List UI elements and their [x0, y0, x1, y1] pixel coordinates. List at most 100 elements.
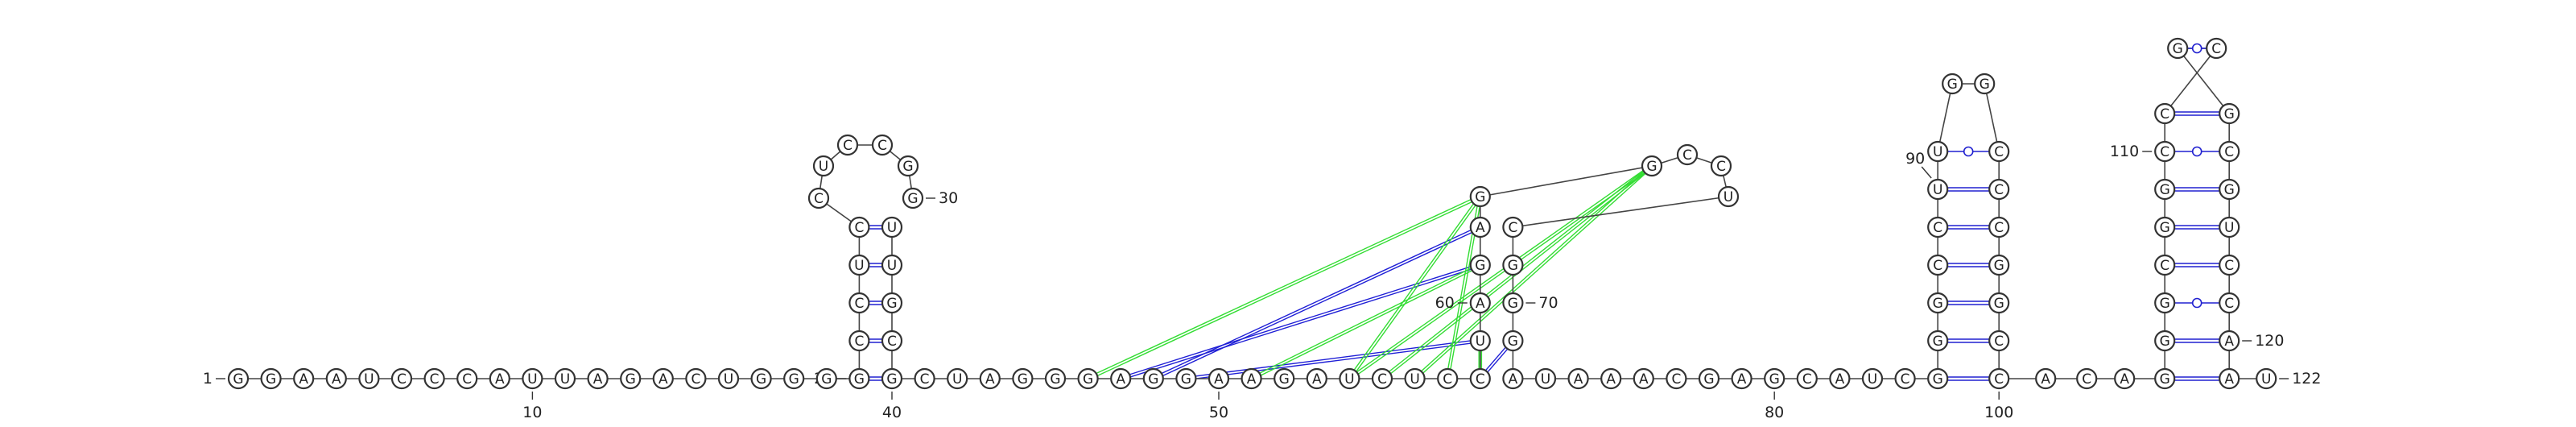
nucleotide-letter: A — [593, 371, 603, 388]
nucleotide-letter: C — [2224, 144, 2234, 160]
nucleotide: A — [1208, 367, 1230, 390]
tertiary-line — [1121, 265, 1481, 381]
nucleotide-circle — [1861, 367, 1884, 390]
nucleotide-circle — [1633, 367, 1654, 390]
tertiary-line — [1348, 164, 1652, 379]
nucleotide: C — [2206, 37, 2227, 60]
nucleotide-circle — [1502, 367, 1524, 390]
nucleotide-letter: A — [1476, 296, 1485, 312]
nucleotide-circle — [2154, 367, 2176, 390]
nucleotide: C — [1437, 367, 1459, 390]
nucleotide-circle — [2219, 367, 2240, 390]
nucleotide-circle — [2154, 178, 2176, 201]
nucleotide: A — [1829, 367, 1851, 390]
nucleotide-circle — [489, 367, 510, 390]
base-pair — [869, 263, 882, 267]
position-label: 50 — [1209, 392, 1228, 421]
nucleotide-circle — [1927, 178, 1949, 201]
nucleotide-circle — [227, 367, 250, 390]
nucleotide: A — [1600, 367, 1622, 390]
nucleotide-circle — [1710, 155, 1732, 177]
position-number: 110 — [2110, 143, 2139, 160]
nucleotide-circle — [260, 367, 282, 390]
nucleotide-letter: C — [854, 334, 864, 350]
nucleotide: G — [881, 367, 903, 390]
nucleotide-letter: U — [1476, 334, 1485, 350]
nucleotide: U — [1927, 178, 1949, 201]
nucleotide-letter: G — [2160, 296, 2170, 312]
nucleotide-circle — [1829, 367, 1851, 390]
nucleotide: U — [522, 367, 543, 390]
base-pairs — [869, 43, 2220, 381]
nucleotide-circle — [1942, 73, 1963, 95]
nucleotide-letter: G — [821, 371, 832, 388]
nucleotide-circle — [652, 367, 674, 390]
nucleotide: C — [423, 367, 445, 390]
nucleotide: C — [2154, 140, 2176, 163]
nucleotide-circle — [620, 367, 642, 390]
nucleotide-circle — [1469, 185, 1491, 208]
nucleotide-letter: C — [2224, 258, 2234, 274]
nucleotide-circle — [2114, 367, 2136, 390]
tertiary-interaction — [1414, 164, 1653, 380]
nucleotide-circle — [1717, 185, 1740, 208]
nucleotide-letter: U — [1933, 144, 1942, 160]
nucleotide-circle — [750, 367, 772, 390]
wobble-marker — [2191, 146, 2202, 157]
nucleotide-letter: U — [1933, 182, 1942, 198]
nucleotide: C — [1796, 367, 1818, 390]
nucleotide: C — [1927, 254, 1949, 276]
nucleotide-letter: A — [1476, 220, 1485, 236]
nucleotide-letter: G — [1508, 258, 1518, 274]
nucleotide-letter: C — [691, 371, 700, 388]
nucleotide: U — [2256, 367, 2277, 390]
tertiary-interaction — [1087, 194, 1481, 381]
nucleotide-circle — [1502, 330, 1524, 352]
nucleotide-letter: G — [2173, 41, 2183, 57]
nucleotide: U — [717, 367, 740, 390]
nucleotide-letter: C — [1994, 182, 2004, 198]
nucleotide: C — [685, 367, 707, 390]
nucleotide: C — [1676, 143, 1699, 166]
nucleotide-letter: C — [2224, 296, 2234, 312]
backbone-segment — [1984, 83, 2000, 152]
base-pair — [1947, 376, 1990, 381]
nucleotide: G — [1764, 367, 1785, 390]
nucleotide-letter: C — [1994, 220, 2004, 236]
nucleotide: C — [1988, 367, 2010, 390]
nucleotide-letter: G — [756, 371, 766, 388]
nucleotide-circle — [2154, 216, 2176, 238]
nucleotide-circle — [1502, 292, 1524, 314]
nucleotide: G — [1044, 367, 1067, 390]
nucleotide-circle — [1988, 292, 2010, 314]
nucleotide-letter: A — [1606, 371, 1616, 388]
nucleotide: C — [881, 330, 903, 352]
nucleotide-circle — [2219, 292, 2240, 314]
nucleotide-letter: C — [1933, 220, 1942, 236]
nucleotide: G — [1927, 330, 1949, 352]
nucleotide-circle — [836, 134, 859, 156]
nucleotide-letter: U — [724, 371, 733, 388]
nucleotide: G — [2154, 367, 2176, 390]
nucleotide-circle — [522, 367, 543, 390]
nucleotide: G — [1175, 367, 1197, 390]
nucleotide: C — [1988, 330, 2010, 352]
wobble-pair — [2174, 297, 2220, 309]
base-pair — [869, 376, 882, 381]
nucleotide: C — [807, 187, 830, 209]
base-pair — [1947, 338, 1990, 343]
position-number: 30 — [939, 189, 958, 207]
nucleotide-letter: G — [2160, 182, 2170, 198]
nucleotide: A — [1469, 292, 1491, 314]
nucleotide-letter: U — [2224, 220, 2234, 236]
nucleotide-letter: U — [952, 371, 962, 388]
nucleotide-letter: G — [1933, 296, 1943, 312]
nucleotide-letter: C — [1508, 220, 1517, 236]
nucleotide-letter: C — [1443, 371, 1452, 388]
position-label: 90 — [1905, 150, 1932, 179]
nucleotide-circle — [1208, 367, 1230, 390]
nucleotide-circle — [1988, 178, 2010, 201]
nucleotide-letter: C — [877, 138, 887, 154]
nucleotide-letter: C — [920, 371, 930, 388]
